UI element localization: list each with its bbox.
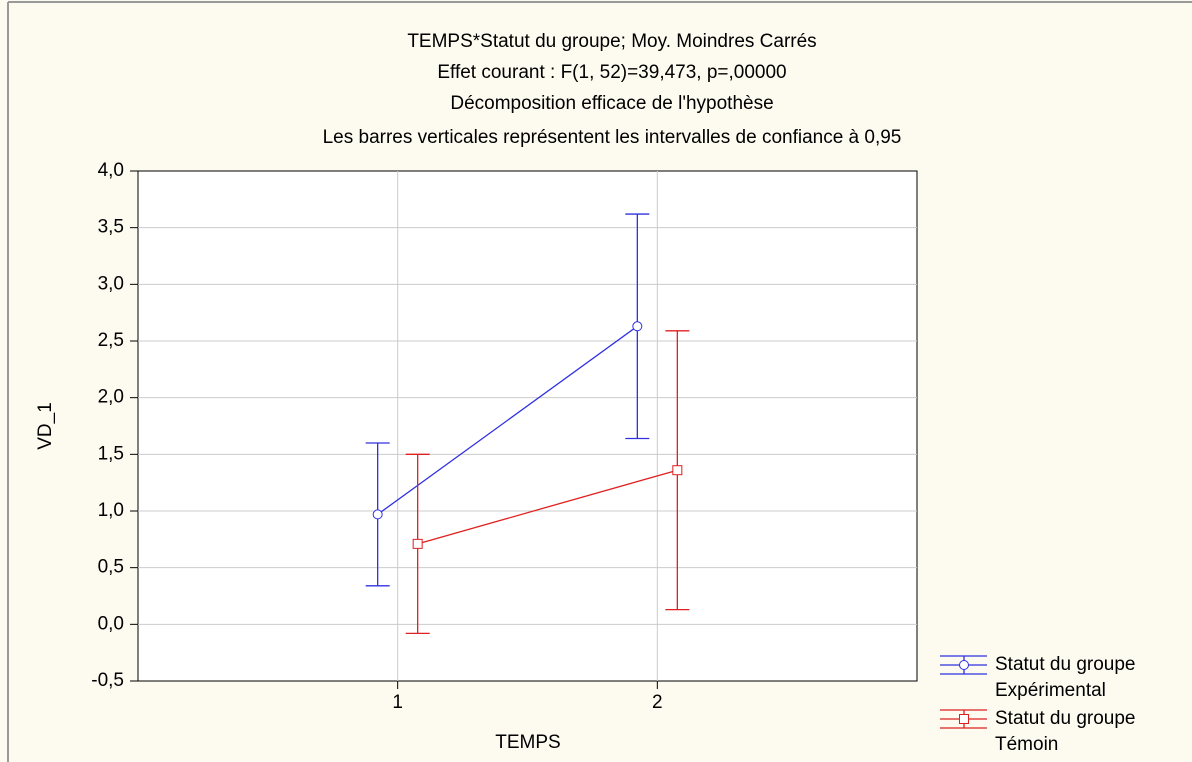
series-line [377, 325, 638, 515]
y-tick-label: 4,0 [98, 160, 124, 181]
data-point [672, 465, 683, 476]
y-tick-label: 2,5 [98, 330, 124, 351]
legend-label: Témoin [995, 734, 1058, 755]
legend-marker [959, 714, 969, 724]
data-point [412, 538, 423, 549]
plot-area [137, 170, 918, 682]
x-axis-label: TEMPS [495, 732, 560, 753]
chart-title: Les barres verticales représentent les i… [323, 127, 902, 148]
y-tick-label: -0,5 [91, 670, 124, 691]
x-tick-label: 2 [652, 692, 663, 713]
y-tick-label: 2,0 [98, 387, 124, 408]
y-tick-label: 0,0 [98, 613, 124, 634]
series-line [417, 469, 678, 545]
y-axis-label: VD_1 [35, 402, 56, 450]
chart-title: Décomposition efficace de l'hypothèse [450, 93, 773, 114]
data-point [632, 321, 643, 332]
y-tick-label: 1,0 [98, 500, 124, 521]
data-point [372, 509, 383, 520]
y-tick-label: 3,5 [98, 217, 124, 238]
x-tick-label: 1 [392, 692, 403, 713]
legend-label: Statut du groupe [995, 654, 1136, 675]
y-tick-label: 1,5 [98, 443, 124, 464]
legend-label: Statut du groupe [995, 708, 1136, 729]
y-tick-label: 0,5 [98, 557, 124, 578]
y-tick-label: 3,0 [98, 273, 124, 294]
chart-title: Effet courant : F(1, 52)=39,473, p=,0000… [437, 62, 786, 83]
chart-title: TEMPS*Statut du groupe; Moy. Moindres Ca… [407, 31, 816, 52]
legend-marker [959, 660, 969, 670]
legend-label: Expérimental [995, 680, 1106, 701]
